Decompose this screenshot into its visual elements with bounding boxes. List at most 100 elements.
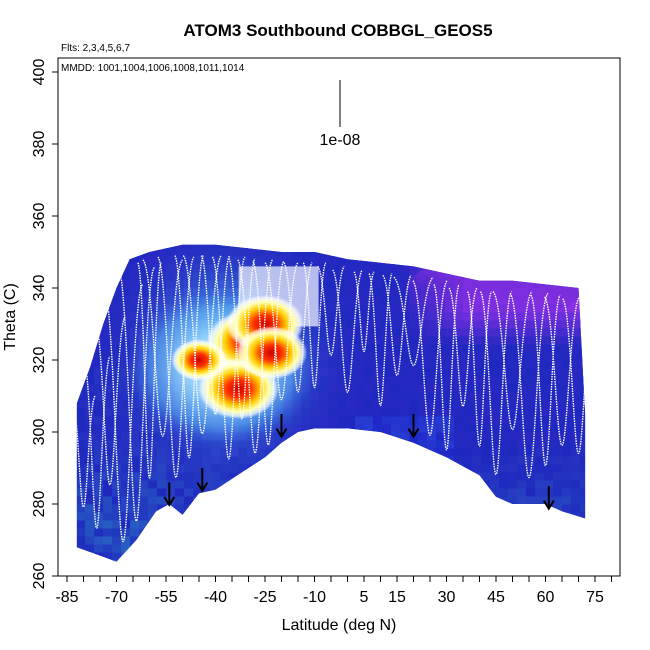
heatmap-cell: [337, 296, 347, 305]
heatmap-cell: [265, 248, 275, 257]
heatmap-cell: [616, 568, 626, 577]
heatmap-cell: [166, 560, 176, 562]
heatmap-cell: [571, 536, 581, 545]
heatmap-cell: [202, 576, 212, 585]
heatmap-cell: [328, 432, 338, 441]
heatmap-cell: [553, 480, 563, 489]
heatmap-cell: [382, 368, 392, 377]
heatmap-cell: [553, 512, 563, 521]
heatmap-cell: [436, 536, 446, 545]
heatmap-cell: [319, 528, 329, 537]
heatmap-cell: [508, 536, 518, 545]
heatmap-cell: [328, 560, 338, 562]
heatmap-cell: [94, 576, 104, 585]
heatmap-cell: [535, 256, 545, 265]
heatmap-cell: [130, 472, 140, 481]
heatmap-cell: [598, 480, 608, 489]
heatmap-cell: [427, 536, 437, 545]
heatmap-cell: [265, 480, 275, 489]
heatmap-cell: [544, 256, 554, 265]
heatmap-cell: [625, 272, 635, 281]
heatmap-cell: [202, 464, 212, 473]
heatmap-cell: [355, 296, 365, 305]
heatmap-cell: [598, 408, 608, 417]
heatmap-cell: [202, 496, 212, 505]
heatmap-cell: [67, 488, 77, 497]
heatmap-cell: [139, 244, 149, 249]
heatmap-cell: [139, 560, 149, 562]
heatmap-cell: [184, 244, 194, 249]
heatmap-cell: [148, 512, 158, 521]
heatmap-cell: [274, 448, 284, 457]
heatmap-cell: [274, 504, 284, 513]
heatmap-cell: [391, 560, 401, 562]
heatmap-cell: [184, 448, 194, 457]
heatmap-cell: [247, 248, 257, 257]
heatmap-cell: [382, 296, 392, 305]
heatmap-cell: [265, 488, 275, 497]
heatmap-cell: [238, 248, 248, 257]
heatmap-cell: [256, 480, 266, 489]
heatmap-cell: [364, 480, 374, 489]
heatmap-cell: [301, 488, 311, 497]
heatmap-cell: [580, 480, 586, 489]
heatmap-cell: [625, 520, 635, 529]
heatmap-cell: [310, 416, 320, 425]
y-tick-label: 280: [31, 491, 48, 518]
heatmap-cell: [292, 520, 302, 529]
heatmap-cell: [490, 488, 500, 497]
heatmap-cell: [193, 496, 203, 505]
heatmap-cell: [121, 312, 131, 321]
heatmap-cell: [112, 368, 122, 377]
heatmap-cell: [139, 488, 149, 497]
heatmap-cell: [292, 552, 302, 561]
heatmap-cell: [373, 552, 383, 561]
heatmap-cell: [400, 456, 410, 465]
heatmap-cell: [319, 552, 329, 561]
heatmap-cell: [400, 552, 410, 561]
heatmap-cell: [526, 264, 536, 273]
heatmap-cell: [571, 472, 581, 481]
heatmap-cell: [445, 336, 455, 345]
heatmap-cell: [481, 520, 491, 529]
heatmap-cell: [328, 272, 338, 281]
heatmap-cell: [562, 536, 572, 545]
heatmap-cell: [598, 288, 608, 297]
x-tick-label: 45: [487, 589, 505, 606]
heatmap-cell: [508, 496, 518, 505]
heatmap-cell: [445, 344, 455, 353]
heatmap-cell: [598, 560, 608, 569]
heatmap-cell: [436, 472, 446, 481]
heatmap-cell: [202, 472, 212, 481]
heatmap-cell: [328, 336, 338, 345]
heatmap-cell: [346, 536, 356, 545]
heatmap-cell: [535, 480, 545, 489]
heatmap-cell: [400, 448, 410, 457]
heatmap-cell: [472, 448, 482, 457]
heatmap-cell: [490, 512, 500, 521]
heatmap-cell: [337, 288, 347, 297]
heatmap-cell: [445, 328, 455, 337]
heatmap-cell: [454, 408, 464, 417]
heatmap-cell: [580, 400, 586, 409]
heatmap-cell: [355, 464, 365, 473]
heatmap-cell: [616, 496, 626, 505]
x-tick-label: 5: [360, 589, 369, 606]
heatmap-cell: [571, 408, 581, 417]
heatmap-cell: [445, 448, 455, 457]
heatmap-cell: [337, 248, 347, 257]
heatmap-cell: [418, 456, 428, 465]
heatmap-cell: [472, 552, 482, 561]
heatmap-cell: [472, 528, 482, 537]
x-tick-label: 30: [438, 589, 456, 606]
heatmap-cell: [319, 280, 329, 289]
heatmap-cell: [247, 520, 257, 529]
heatmap-cell: [427, 384, 437, 393]
heatmap-cell: [526, 344, 536, 353]
heatmap-cell: [607, 384, 617, 393]
heatmap-cell: [580, 368, 586, 377]
heatmap-cell: [535, 456, 545, 465]
heatmap-cell: [508, 344, 518, 353]
heatmap-cell: [589, 496, 599, 505]
heatmap-cell: [238, 568, 248, 577]
